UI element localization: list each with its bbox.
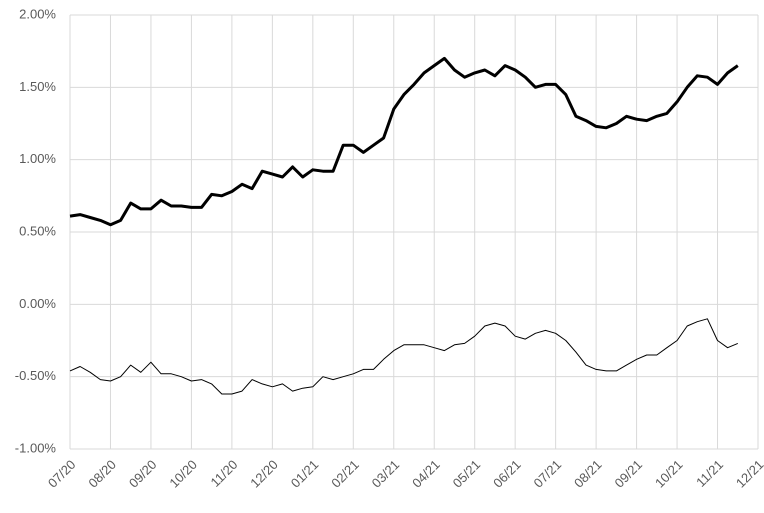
y-tick-label: 2.00% bbox=[19, 6, 56, 21]
series-line bbox=[69, 56, 739, 227]
x-tick-label: 09/21 bbox=[612, 457, 646, 491]
x-tick-label: 12/21 bbox=[733, 457, 764, 491]
x-tick-label: 10/20 bbox=[166, 457, 200, 491]
x-tick-label: 08/20 bbox=[85, 457, 119, 491]
x-tick-label: 05/21 bbox=[450, 457, 484, 491]
x-tick-label: 10/21 bbox=[652, 457, 686, 491]
x-tick-label: 06/21 bbox=[490, 457, 524, 491]
x-tick-label: 07/20 bbox=[45, 457, 79, 491]
x-tick-label: 02/21 bbox=[328, 457, 362, 491]
x-tick-label: 09/20 bbox=[126, 457, 160, 491]
y-tick-label: 0.50% bbox=[19, 223, 56, 238]
y-tick-label: 1.00% bbox=[19, 151, 56, 166]
x-tick-label: 07/21 bbox=[531, 457, 565, 491]
x-tick-label: 04/21 bbox=[409, 457, 443, 491]
y-tick-label: 0.00% bbox=[19, 296, 56, 311]
x-tick-label: 11/20 bbox=[207, 457, 240, 490]
x-tick-label: 11/21 bbox=[693, 457, 726, 490]
series-line bbox=[69, 318, 738, 395]
x-tick-label: 08/21 bbox=[571, 457, 605, 491]
x-tick-label: 03/21 bbox=[369, 457, 403, 491]
y-tick-label: -1.00% bbox=[15, 440, 57, 455]
y-tick-label: -0.50% bbox=[15, 368, 57, 383]
y-tick-label: 1.50% bbox=[19, 79, 56, 94]
x-tick-label: 12/20 bbox=[247, 457, 281, 491]
x-tick-label: 01/21 bbox=[288, 457, 322, 491]
